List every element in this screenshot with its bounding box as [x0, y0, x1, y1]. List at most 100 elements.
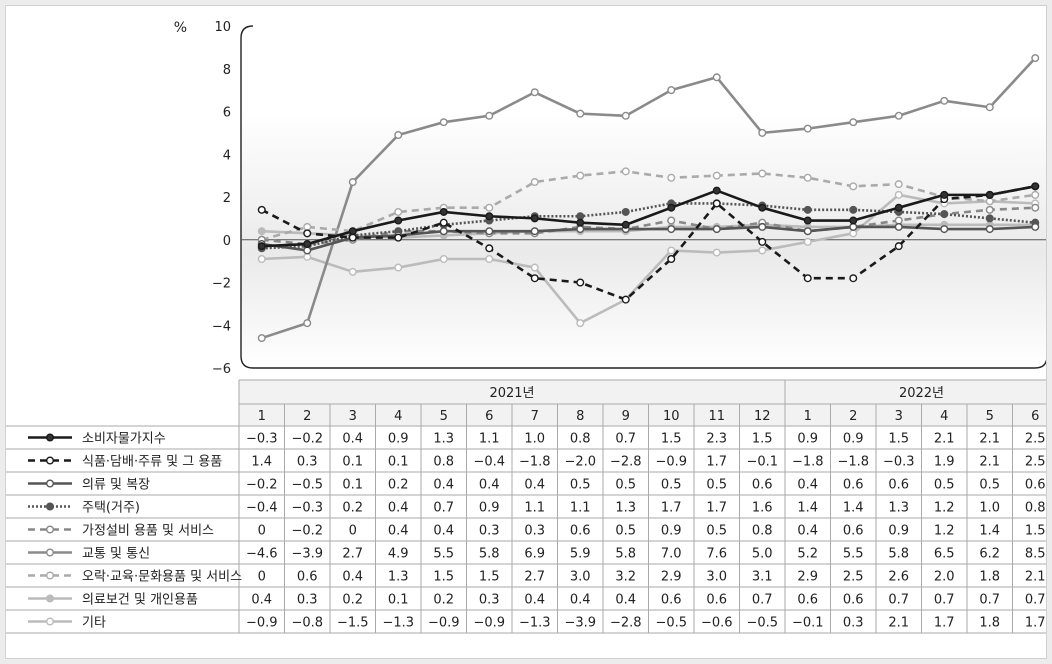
month-label: 5 [440, 409, 448, 424]
value-cell: 0.4 [433, 478, 454, 493]
value-cell: 1.5 [433, 570, 454, 585]
data-point [621, 295, 630, 304]
value-cell: −0.9 [655, 455, 687, 470]
y-tick-label: 4 [223, 148, 231, 163]
data-point [576, 278, 585, 287]
value-cell: 2.6 [888, 570, 909, 585]
month-label: 6 [1031, 409, 1039, 424]
value-cell: 5.5 [433, 547, 454, 562]
data-point [985, 197, 994, 206]
value-cell: 0.8 [433, 455, 454, 470]
data-point [667, 86, 676, 95]
month-label: 2 [849, 409, 857, 424]
value-cell: 2.7 [524, 570, 545, 585]
month-label: 3 [895, 409, 903, 424]
legend-swatch-marker [46, 571, 55, 580]
value-cell: 1.7 [934, 616, 955, 631]
legend-swatch-marker [46, 548, 55, 557]
value-cell: 2.1 [1025, 570, 1046, 585]
data-point [667, 254, 676, 263]
y-tick-label: −6 [212, 362, 231, 377]
value-cell: −1.8 [519, 455, 551, 470]
value-cell: 0.5 [706, 524, 727, 539]
data-point [712, 186, 721, 195]
month-label: 3 [349, 409, 357, 424]
value-cell: 0.2 [342, 593, 363, 608]
series-line [261, 57, 1037, 340]
month-label: 12 [754, 409, 771, 424]
data-point [985, 190, 994, 199]
value-cell: 0.4 [342, 570, 363, 585]
series-name: 소비자물가지수 [82, 432, 166, 447]
value-cell: 0.2 [388, 478, 409, 493]
data-point [758, 169, 767, 178]
series-name: 기타 [82, 616, 106, 631]
value-cell: 1.4 [979, 524, 1000, 539]
value-cell: 0.5 [979, 478, 1000, 493]
value-cell: 1.7 [661, 501, 682, 516]
series-1 [257, 182, 1040, 251]
data-point [894, 216, 903, 225]
data-point [439, 118, 448, 127]
data-point [758, 203, 767, 212]
value-cell: 7.0 [661, 547, 682, 562]
data-point [712, 171, 721, 180]
data-point [894, 180, 903, 189]
data-point [803, 173, 812, 182]
value-cell: 1.2 [934, 501, 955, 516]
data-point [894, 111, 903, 120]
value-cell: −1.8 [837, 455, 869, 470]
value-cell: −0.5 [291, 478, 323, 493]
data-point [394, 216, 403, 225]
value-cell: 0.8 [1025, 501, 1046, 516]
month-label: 11 [708, 409, 725, 424]
value-cell: 0.4 [797, 478, 818, 493]
value-cell: 5.9 [570, 547, 591, 562]
data-point [758, 128, 767, 137]
value-cell: 1.7 [1025, 616, 1046, 631]
data-point [758, 246, 767, 255]
data-point [621, 207, 630, 216]
value-cell: −0.2 [291, 524, 323, 539]
value-cell: −3.9 [564, 616, 596, 631]
value-cell: 0.6 [297, 570, 318, 585]
data-point [485, 244, 494, 253]
data-point [1031, 182, 1040, 191]
data-point [940, 210, 949, 219]
value-cell: 1.5 [888, 432, 909, 447]
value-cell: 2.7 [342, 547, 363, 562]
month-label: 10 [663, 409, 680, 424]
value-cell: 5.0 [752, 547, 773, 562]
value-cell: 0.4 [524, 478, 545, 493]
value-cell: 0.3 [843, 616, 864, 631]
value-cell: 1.1 [570, 501, 591, 516]
value-cell: 2.1 [979, 455, 1000, 470]
value-cell: 0.6 [843, 593, 864, 608]
value-cell: 0.4 [570, 593, 591, 608]
value-cell: 0.4 [388, 501, 409, 516]
value-cell: 5.8 [479, 547, 500, 562]
data-point [485, 227, 494, 236]
data-point [485, 212, 494, 221]
value-cell: −2.8 [610, 455, 642, 470]
data-point [394, 263, 403, 272]
data-point [348, 233, 357, 242]
value-cell: 2.1 [934, 432, 955, 447]
data-point [303, 319, 312, 328]
value-cell: 3.0 [706, 570, 727, 585]
value-cell: 2.1 [979, 432, 1000, 447]
data-point [348, 227, 357, 236]
y-tick-label: 6 [223, 106, 231, 121]
data-point [348, 267, 357, 276]
value-cell: 1.9 [934, 455, 955, 470]
value-cell: 0.9 [661, 524, 682, 539]
value-cell: 1.5 [752, 432, 773, 447]
value-cell: −0.1 [746, 455, 778, 470]
year-label: 2022년 [899, 386, 944, 401]
month-label: 4 [940, 409, 948, 424]
data-point [803, 124, 812, 133]
value-cell: 0.6 [888, 478, 909, 493]
value-cell: −0.9 [428, 616, 460, 631]
value-cell: 0 [349, 524, 357, 539]
data-point [257, 334, 266, 343]
